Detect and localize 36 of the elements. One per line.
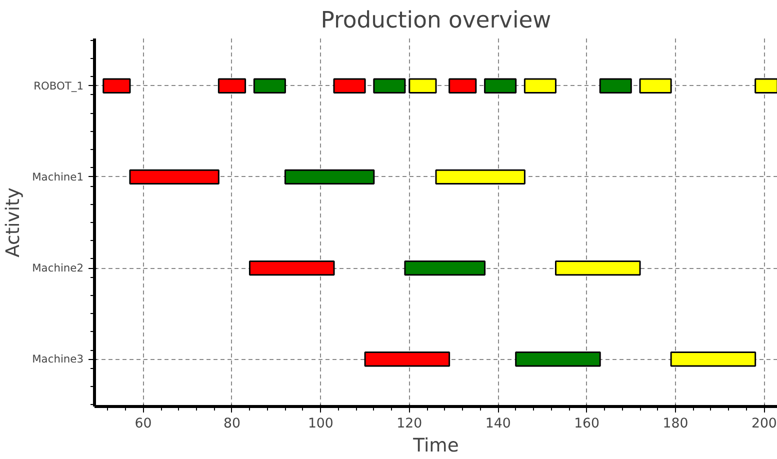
bar bbox=[248, 260, 335, 276]
bar bbox=[404, 260, 486, 276]
x-axis-title: Time bbox=[412, 436, 459, 456]
bar bbox=[670, 352, 756, 367]
bar bbox=[448, 78, 477, 94]
chart-title: Production overview bbox=[320, 8, 552, 34]
bar bbox=[515, 352, 601, 367]
y-tick-label: Machine3 bbox=[32, 352, 84, 366]
bar bbox=[408, 78, 437, 94]
x-tick-label: 100 bbox=[308, 416, 334, 432]
bar bbox=[524, 78, 556, 94]
bar bbox=[554, 260, 641, 276]
bar bbox=[284, 169, 375, 185]
bar bbox=[364, 352, 450, 367]
x-tick-label: 60 bbox=[134, 416, 152, 432]
bar bbox=[639, 78, 672, 94]
bar bbox=[484, 78, 517, 94]
y-tick-label: ROBOT_1 bbox=[34, 79, 84, 92]
bar bbox=[102, 78, 131, 94]
y-axis-title: Activity bbox=[3, 188, 24, 258]
x-tick-label: 200 bbox=[751, 416, 777, 432]
bar bbox=[373, 78, 406, 94]
bar bbox=[129, 169, 220, 185]
bar bbox=[333, 78, 366, 94]
bar bbox=[435, 169, 526, 185]
x-tick-label: 160 bbox=[574, 416, 600, 432]
y-tick-label: Machine2 bbox=[32, 262, 84, 275]
x-tick-label: 140 bbox=[485, 416, 511, 432]
y-tick-label: Machine1 bbox=[32, 170, 84, 184]
bar bbox=[754, 78, 777, 94]
x-tick-label: 180 bbox=[662, 416, 688, 432]
bar bbox=[218, 78, 246, 94]
bar bbox=[599, 78, 632, 94]
x-tick-label: 80 bbox=[224, 416, 240, 432]
x-tick-label: 120 bbox=[396, 416, 422, 432]
bar bbox=[253, 78, 286, 94]
